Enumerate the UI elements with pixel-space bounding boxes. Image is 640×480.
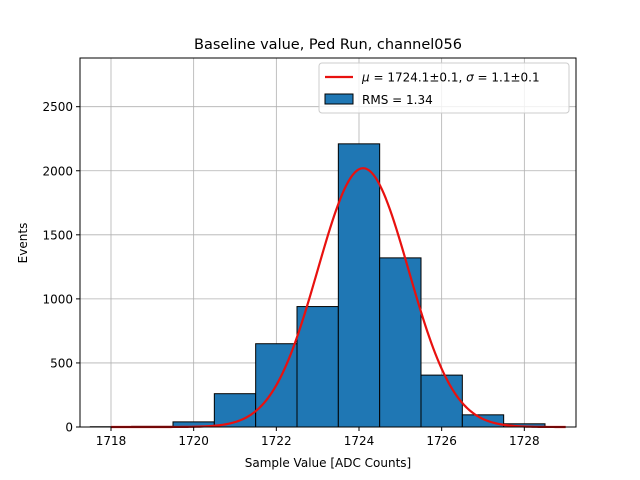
x-tick-label: 1724 <box>344 434 375 448</box>
x-axis-label: Sample Value [ADC Counts] <box>245 456 411 470</box>
legend-mu-symbol: μ <box>361 71 370 85</box>
legend-box <box>318 62 570 114</box>
legend: μ = 1724.1±0.1, σ = 1.1±0.1 RMS = 1.34 <box>318 62 570 114</box>
x-tick-label: 1718 <box>96 434 127 448</box>
y-tick-label: 2500 <box>42 100 73 114</box>
legend-sigma-value: = 1.1±0.1 <box>474 71 540 85</box>
histogram-bar <box>337 143 381 428</box>
y-tick-label: 0 <box>65 421 73 435</box>
y-axis-label: Events <box>16 223 30 264</box>
x-tick-label: 1728 <box>509 434 540 448</box>
histogram-bar <box>296 306 339 428</box>
axes-frame <box>79 57 577 428</box>
x-tick-label: 1726 <box>426 434 457 448</box>
chart-title: Baseline value, Ped Run, channel056 <box>194 37 462 53</box>
x-axis-ticks: 1718 1720 1722 1724 1726 1728 <box>96 427 540 448</box>
x-tick-label: 1720 <box>178 434 209 448</box>
histogram-bar <box>461 414 505 428</box>
histogram-bar <box>379 257 422 428</box>
x-tick-label: 1722 <box>261 434 292 448</box>
legend-histogram-swatch <box>324 93 354 105</box>
y-tick-label: 1500 <box>42 228 73 242</box>
y-tick-label: 500 <box>50 356 73 370</box>
y-axis-ticks: 0 500 1000 1500 2000 2500 <box>42 100 80 435</box>
legend-rms-label: RMS = 1.34 <box>362 93 433 107</box>
legend-sigma-symbol: σ <box>466 71 474 85</box>
legend-mu-value: = 1724.1±0.1, <box>370 71 466 85</box>
histogram-bar <box>420 374 463 428</box>
legend-fit-label: μ = 1724.1±0.1, σ = 1.1±0.1 <box>361 71 540 85</box>
y-tick-label: 2000 <box>42 164 73 178</box>
y-tick-label: 1000 <box>42 292 73 306</box>
histogram-bars <box>89 143 546 428</box>
